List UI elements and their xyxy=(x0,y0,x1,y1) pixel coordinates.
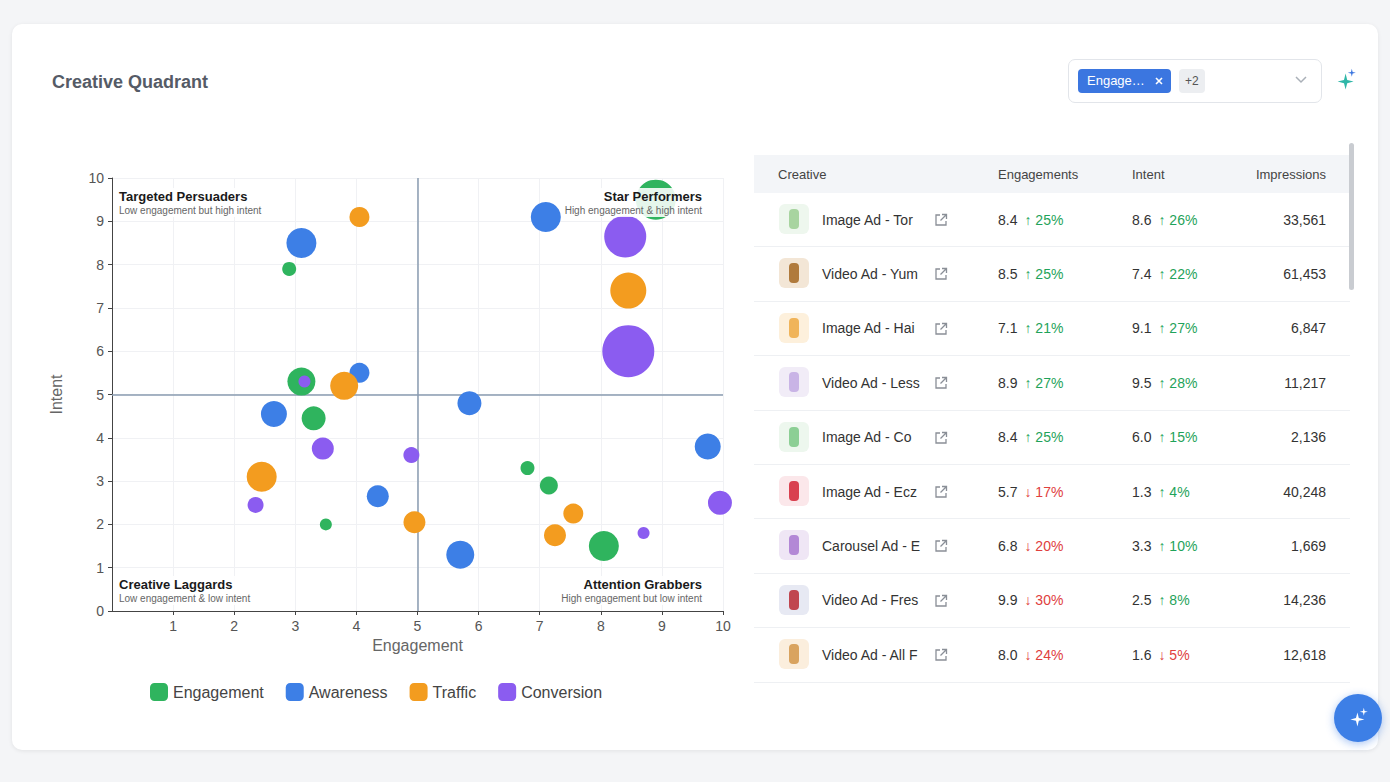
html-text:↑ 22%: ↑ 22% xyxy=(1158,266,1198,283)
html-text:Carousel Ad - E: Carousel Ad - E xyxy=(822,538,921,554)
html-text:6.0: 6.0 xyxy=(1132,429,1152,446)
svg-text:6: 6 xyxy=(96,343,104,359)
svg-text:Engagement: Engagement xyxy=(372,637,463,654)
html-text:6.8: 6.8 xyxy=(998,538,1018,554)
html-text:Targeted Persuaders: Targeted Persuaders xyxy=(119,189,248,204)
html-text:33,561: 33,561 xyxy=(1283,211,1326,228)
html-text:Video Ad - All F: Video Ad - All F xyxy=(822,646,918,663)
html-text:↑ 27%: ↑ 27% xyxy=(1024,374,1064,391)
html-text:↑ 25%: ↑ 25% xyxy=(1024,211,1064,228)
svg-text:1: 1 xyxy=(169,618,177,634)
html-text:Image Ad - Tor: Image Ad - Tor xyxy=(822,211,913,228)
html-text:8.9: 8.9 xyxy=(998,374,1018,391)
svg-text:Awareness: Awareness xyxy=(309,684,388,701)
html-text:8.5: 8.5 xyxy=(998,266,1018,283)
svg-text:1: 1 xyxy=(96,560,104,576)
html-text:Attention Grabbers: Attention Grabbers xyxy=(583,577,702,592)
html-text:7.1: 7.1 xyxy=(998,320,1018,337)
html-text:5.7: 5.7 xyxy=(998,483,1018,500)
html-text:↑ 25%: ↑ 25% xyxy=(1024,429,1064,446)
svg-text:9: 9 xyxy=(658,618,666,634)
html-text:Engagements: Engagements xyxy=(998,166,1079,182)
svg-text:5: 5 xyxy=(96,387,104,403)
svg-text:9: 9 xyxy=(96,213,104,229)
svg-text:8: 8 xyxy=(96,257,104,273)
html-text:High engagement & high intent: High engagement & high intent xyxy=(564,205,702,216)
html-text:↑ 26%: ↑ 26% xyxy=(1158,211,1198,228)
svg-text:7: 7 xyxy=(536,618,544,634)
html-text:Video Ad - Fres: Video Ad - Fres xyxy=(822,592,919,609)
html-text:Intent: Intent xyxy=(1132,166,1165,182)
svg-text:Traffic: Traffic xyxy=(433,684,477,701)
html-text:↓ 30%: ↓ 30% xyxy=(1024,592,1064,609)
html-text:2.5: 2.5 xyxy=(1132,592,1152,609)
html-text:↑ 21%: ↑ 21% xyxy=(1024,320,1064,337)
html-text:14,236: 14,236 xyxy=(1283,592,1326,609)
html-text:Low engagement & low intent: Low engagement & low intent xyxy=(119,593,251,604)
html-text:Creative Quadrant: Creative Quadrant xyxy=(52,72,209,92)
html-text:+2: +2 xyxy=(1185,74,1199,88)
html-text:Creative Laggards: Creative Laggards xyxy=(119,577,233,592)
html-text:8.6: 8.6 xyxy=(1132,211,1152,228)
html-text:↑ 15%: ↑ 15% xyxy=(1158,429,1198,446)
html-text:12,618: 12,618 xyxy=(1283,646,1326,663)
html-text:↓ 24%: ↓ 24% xyxy=(1024,646,1064,663)
html-text:↓ 20%: ↓ 20% xyxy=(1024,538,1064,554)
html-text:Video Ad - Less: Video Ad - Less xyxy=(822,374,920,391)
html-text:↑ 8%: ↑ 8% xyxy=(1158,592,1190,609)
html-text:↑ 10%: ↑ 10% xyxy=(1158,538,1198,554)
html-text:2,136: 2,136 xyxy=(1291,429,1326,446)
html-text:6,847: 6,847 xyxy=(1291,320,1326,337)
html-text:↑ 25%: ↑ 25% xyxy=(1024,266,1064,283)
svg-text:Conversion: Conversion xyxy=(521,684,602,701)
svg-text:2: 2 xyxy=(230,618,238,634)
svg-text:10: 10 xyxy=(88,170,104,186)
html-text:1.3: 1.3 xyxy=(1132,483,1152,500)
html-text:Impressions: Impressions xyxy=(1255,166,1326,182)
svg-text:4: 4 xyxy=(96,430,104,446)
html-text:High engagement but low intent: High engagement but low intent xyxy=(561,593,702,604)
html-text:↓ 17%: ↓ 17% xyxy=(1024,483,1064,500)
html-text:11,217: 11,217 xyxy=(1284,374,1326,391)
html-text:↑ 4%: ↑ 4% xyxy=(1158,483,1190,500)
html-text:Engage…: Engage… xyxy=(1087,73,1145,88)
html-text:↓ 5%: ↓ 5% xyxy=(1158,646,1190,663)
html-text:3.3: 3.3 xyxy=(1132,538,1152,554)
svg-text:2: 2 xyxy=(96,516,104,532)
svg-text:3: 3 xyxy=(291,618,299,634)
svg-text:Engagement: Engagement xyxy=(173,684,264,701)
svg-text:6: 6 xyxy=(475,618,483,634)
html-text:9.9: 9.9 xyxy=(998,592,1018,609)
html-text:Video Ad - Yum: Video Ad - Yum xyxy=(822,266,918,283)
html-text:Image Ad - Ecz: Image Ad - Ecz xyxy=(822,483,917,500)
html-text:9.1: 9.1 xyxy=(1132,320,1152,337)
svg-text:8: 8 xyxy=(597,618,605,634)
html-text:Image Ad - Co: Image Ad - Co xyxy=(822,429,912,446)
html-text:Creative: Creative xyxy=(778,166,827,182)
html-text:8.4: 8.4 xyxy=(998,429,1018,446)
html-text:Low engagement but high intent: Low engagement but high intent xyxy=(119,205,262,216)
html-text:8.4: 8.4 xyxy=(998,211,1018,228)
svg-text:4: 4 xyxy=(353,618,361,634)
svg-text:Intent: Intent xyxy=(48,374,65,415)
html-text:9.5: 9.5 xyxy=(1132,374,1152,391)
html-text:1.6: 1.6 xyxy=(1132,646,1152,663)
svg-text:10: 10 xyxy=(715,618,731,634)
html-text:61,453: 61,453 xyxy=(1283,266,1326,283)
html-text:↑ 27%: ↑ 27% xyxy=(1158,320,1198,337)
svg-text:7: 7 xyxy=(96,300,104,316)
html-text:↑ 28%: ↑ 28% xyxy=(1158,374,1198,391)
html-text:8.0: 8.0 xyxy=(998,646,1018,663)
html-text:40,248: 40,248 xyxy=(1283,483,1326,500)
html-text:Star Performers: Star Performers xyxy=(603,189,702,204)
svg-text:3: 3 xyxy=(96,473,104,489)
svg-text:5: 5 xyxy=(414,618,422,634)
html-text:7.4: 7.4 xyxy=(1132,266,1152,283)
svg-text:0: 0 xyxy=(96,603,104,619)
html-text:Image Ad - Hai: Image Ad - Hai xyxy=(822,320,915,337)
html-text:1,669: 1,669 xyxy=(1291,538,1326,554)
